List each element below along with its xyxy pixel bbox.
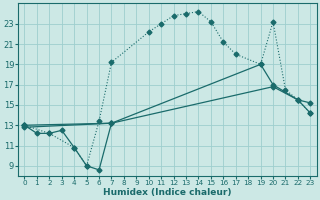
X-axis label: Humidex (Indice chaleur): Humidex (Indice chaleur) <box>103 188 232 197</box>
